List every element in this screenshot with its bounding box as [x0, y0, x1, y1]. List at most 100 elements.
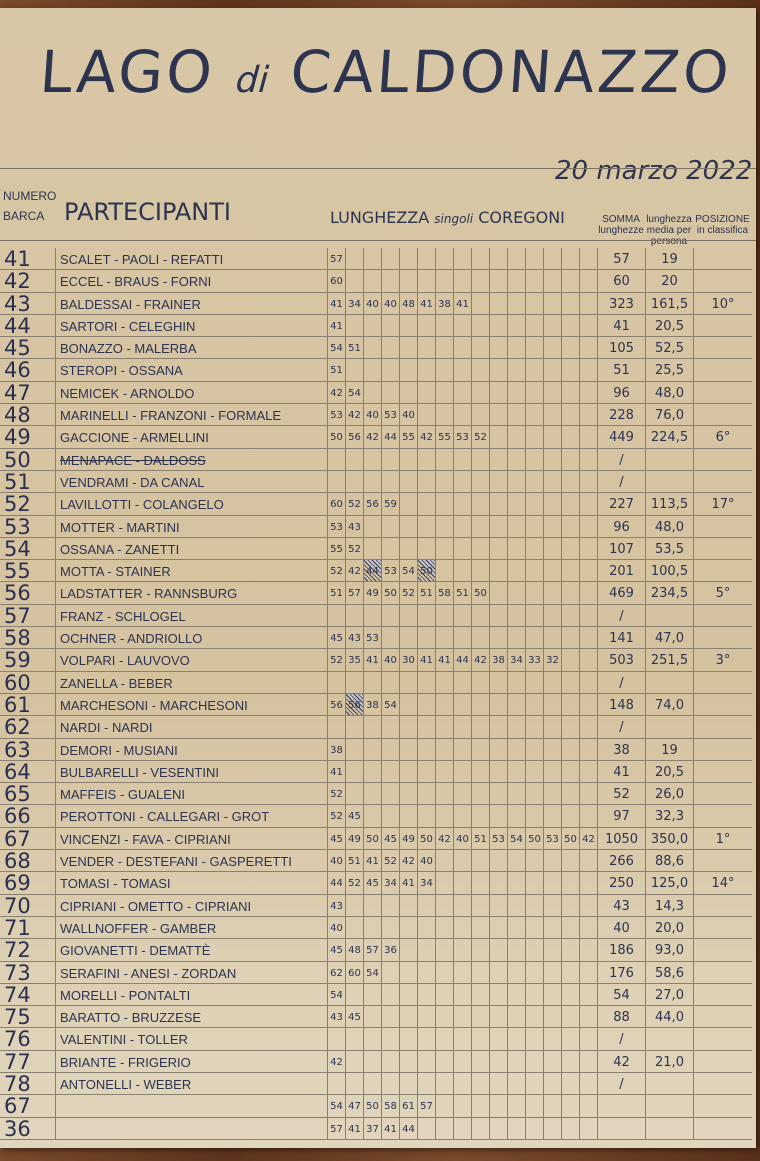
sum-lengths: 323: [597, 292, 645, 314]
length-cell: [399, 359, 417, 381]
length-cell: [561, 760, 579, 783]
table-row: 55 MOTTA - STAINER 52 42 44 53 54 50 201 100,5: [0, 560, 752, 583]
length-cell: 50: [561, 827, 579, 850]
length-cell: [435, 716, 453, 738]
sum-lengths: 60: [597, 270, 645, 292]
length-cell: [345, 1050, 363, 1072]
length-cell: [543, 359, 561, 381]
length-cell: [561, 693, 579, 716]
length-cell: 54: [507, 827, 525, 850]
length-cell: [525, 627, 543, 649]
length-cell: [561, 582, 579, 604]
length-cell: 51: [345, 850, 363, 872]
length-cell: [381, 1006, 399, 1028]
length-cell: [561, 248, 579, 270]
length-cell: [507, 1028, 525, 1050]
length-cell: [543, 961, 561, 983]
length-cell: [561, 426, 579, 448]
length-cell: [561, 560, 579, 582]
boat-number: 54: [4, 536, 31, 561]
ranking-position: [693, 783, 752, 805]
sum-lengths: 201: [597, 560, 645, 582]
length-cell: [453, 627, 471, 649]
sum-lengths: 105: [597, 337, 645, 359]
length-cell: [399, 470, 417, 493]
ranking-position: [693, 560, 752, 582]
average-length: 93,0: [645, 939, 693, 961]
length-cell: 41: [417, 649, 435, 671]
length-cell: [561, 716, 579, 738]
length-cell: 52: [327, 783, 345, 805]
ranking-position: [693, 1095, 752, 1117]
length-cell: 34: [417, 872, 435, 894]
average-length: 26,0: [645, 783, 693, 805]
table-row: 75 BARATTO - BRUZZESE 43 45 88 44,0: [0, 1006, 752, 1029]
length-cell: [435, 1050, 453, 1072]
average-length: 53,5: [645, 537, 693, 560]
length-cell: [471, 604, 489, 627]
length-cell: [363, 783, 381, 805]
length-cell: [453, 248, 471, 270]
length-cell: [579, 470, 597, 493]
average-length: [645, 1072, 693, 1095]
length-cell: 41: [363, 850, 381, 872]
length-cell: [489, 872, 507, 894]
length-cell: [579, 1006, 597, 1028]
length-cell: [345, 359, 363, 381]
length-cell: [543, 738, 561, 760]
length-cell: [579, 537, 597, 560]
length-cell: 33: [525, 649, 543, 671]
length-cell: [417, 738, 435, 760]
length-cell: [489, 292, 507, 314]
average-length: 27,0: [645, 983, 693, 1006]
length-cell: [579, 716, 597, 738]
length-cell: [471, 1050, 489, 1072]
length-cell: 44: [363, 560, 381, 582]
length-cell: [435, 1095, 453, 1117]
sum-lengths: 96: [597, 381, 645, 404]
length-cell: [507, 805, 525, 827]
length-cell: [525, 716, 543, 738]
length-cell: [417, 470, 435, 493]
length-cell: [543, 1117, 561, 1139]
length-cell: [489, 716, 507, 738]
length-cell: [525, 537, 543, 560]
length-cell: 52: [381, 850, 399, 872]
length-cell: [489, 337, 507, 359]
length-cell: [561, 404, 579, 426]
length-cell: 44: [453, 649, 471, 671]
length-cell: 57: [327, 1117, 345, 1139]
length-cell: [381, 359, 399, 381]
length-cell: [471, 470, 489, 493]
length-cell: [543, 537, 561, 560]
length-cell: [417, 270, 435, 292]
length-cell: [471, 404, 489, 426]
length-cell: [561, 1050, 579, 1072]
length-cell: [561, 1095, 579, 1117]
length-cell: [417, 961, 435, 983]
length-cell: [525, 381, 543, 404]
length-cell: [489, 1095, 507, 1117]
table-row: 51 VENDRAMI - DA CANAL /: [0, 470, 752, 494]
length-cell: 45: [345, 1006, 363, 1028]
average-length: 113,5: [645, 493, 693, 515]
length-cell: [453, 314, 471, 337]
length-cell: [381, 894, 399, 916]
length-cell: 60: [327, 270, 345, 292]
length-cell: 43: [345, 627, 363, 649]
sum-lengths: /: [597, 448, 645, 470]
length-cell: 47: [345, 1095, 363, 1117]
length-cell: [363, 805, 381, 827]
length-cell: [489, 1006, 507, 1028]
length-cell: [525, 939, 543, 961]
length-cell: [417, 381, 435, 404]
length-cell: [399, 1006, 417, 1028]
length-cell: [471, 850, 489, 872]
length-cell: [525, 894, 543, 916]
length-cell: [453, 470, 471, 493]
length-cell: [525, 1050, 543, 1072]
scoreboard: LAGO di CALDONAZZO 20 marzo 2022 NUMERO …: [0, 8, 756, 1148]
length-cell: [543, 760, 561, 783]
participants-name: MOTTA - STAINER: [55, 560, 327, 582]
length-cell: 50: [363, 827, 381, 850]
